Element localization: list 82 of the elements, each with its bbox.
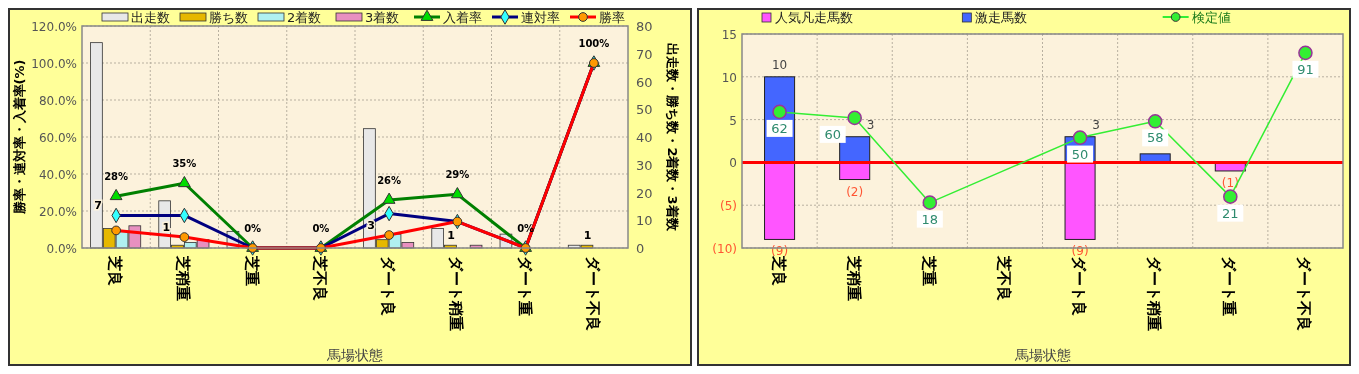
point: [1072, 130, 1088, 145]
y-tick-label: 100.0%: [31, 57, 77, 71]
y-tick-label: 80.0%: [38, 94, 77, 108]
data-label: 7: [94, 199, 102, 213]
y2-tick-label: 20: [636, 185, 653, 201]
y-tick-label: 20.0%: [38, 205, 77, 219]
y-tick-label: (5): [720, 199, 737, 214]
point: [922, 195, 938, 210]
data-label: (1): [1221, 175, 1239, 190]
data-label: 0%: [312, 223, 330, 234]
legend-label: 2着数: [287, 10, 322, 25]
annotation: 62: [771, 120, 788, 136]
legend-label: 人気凡走馬数: [775, 10, 853, 25]
annotation: 60: [824, 126, 841, 142]
annotation: 91: [1297, 61, 1314, 77]
legend-label: 出走数: [131, 10, 170, 25]
annotation: 50: [1071, 146, 1089, 162]
y-tick-label: 60.0%: [38, 131, 77, 145]
legend-label: 勝率: [599, 10, 625, 25]
x-tick-label: ダート重: [1220, 256, 1239, 316]
point: [772, 104, 787, 120]
annotation: 18: [921, 211, 939, 227]
x-tick-label: ダート稍重: [1145, 256, 1164, 331]
annotation: 58: [1146, 130, 1164, 146]
data-label: 28%: [104, 171, 129, 183]
point: [1223, 189, 1238, 204]
x-tick-label: 芝良: [106, 255, 125, 286]
x-tick-label: ダート重: [515, 256, 534, 316]
legend-label: 激走馬数: [975, 10, 1028, 25]
data-label: 1: [162, 221, 171, 235]
x-tick-label: ダート不良: [1295, 256, 1314, 331]
x-axis-title: 馬場状態: [326, 347, 383, 363]
y-tick-label: 120.0%: [31, 20, 77, 34]
y-tick-label: 5: [729, 113, 737, 128]
annotation: 21: [1222, 205, 1239, 221]
x-tick-label: ダート不良: [583, 256, 602, 331]
legend-label: 勝ち数: [209, 10, 248, 25]
x-tick-label: 芝重: [919, 255, 938, 286]
legend-label: 3着数: [365, 10, 400, 25]
y2-axis-title: 出走数・勝ち数・2着数・3着数: [665, 43, 680, 232]
data-label: 29%: [445, 169, 470, 181]
x-tick-label: 芝重: [242, 255, 261, 286]
y-tick-label: 10: [721, 70, 737, 85]
data-label: 1: [583, 229, 592, 243]
y-tick-label: (10): [712, 242, 737, 256]
x-tick-label: 芝不良: [310, 255, 329, 301]
y-tick-label: 15: [721, 28, 737, 42]
bar: [764, 161, 796, 240]
legend-label: 連対率: [521, 10, 560, 25]
x-tick-label: 芝稍重: [844, 255, 863, 301]
y-axis-title: 勝率・連対率・入着率(%): [12, 59, 27, 216]
point: [1298, 45, 1313, 61]
data-label: 26%: [377, 174, 402, 186]
x-axis-title: 馬場状態: [1013, 347, 1071, 363]
y2-tick-label: 40: [636, 130, 653, 145]
x-tick-label: ダート稍重: [447, 256, 466, 331]
data-label: 1: [447, 229, 455, 243]
data-label: (2): [846, 184, 864, 199]
y2-tick-label: 50: [636, 102, 653, 118]
data-label: 3: [1092, 117, 1100, 132]
y2-tick-label: 60: [636, 74, 653, 90]
y2-tick-label: 30: [636, 157, 653, 173]
legend-label: 入着率: [443, 10, 482, 25]
x-tick-label: ダート良: [379, 256, 398, 316]
data-label: 100%: [578, 38, 610, 49]
point: [1147, 114, 1163, 129]
y-tick-label: 40.0%: [38, 168, 77, 182]
y2-tick-label: 0: [636, 241, 645, 256]
data-label: 35%: [172, 158, 197, 170]
y-tick-label: 0.0%: [46, 242, 77, 256]
data-label: 0%: [244, 223, 262, 234]
x-tick-label: 芝稍重: [174, 255, 193, 301]
y2-tick-label: 80: [636, 19, 653, 34]
x-tick-label: ダート良: [1070, 256, 1089, 316]
legend-label: 検定値: [1191, 10, 1231, 25]
x-tick-label: 芝不良: [994, 255, 1013, 301]
y-tick-label: 0: [729, 156, 737, 171]
data-label: 3: [866, 117, 875, 132]
point: [847, 110, 862, 126]
data-label: 10: [771, 57, 788, 72]
y2-tick-label: 70: [636, 46, 653, 62]
y2-tick-label: 10: [636, 213, 653, 229]
